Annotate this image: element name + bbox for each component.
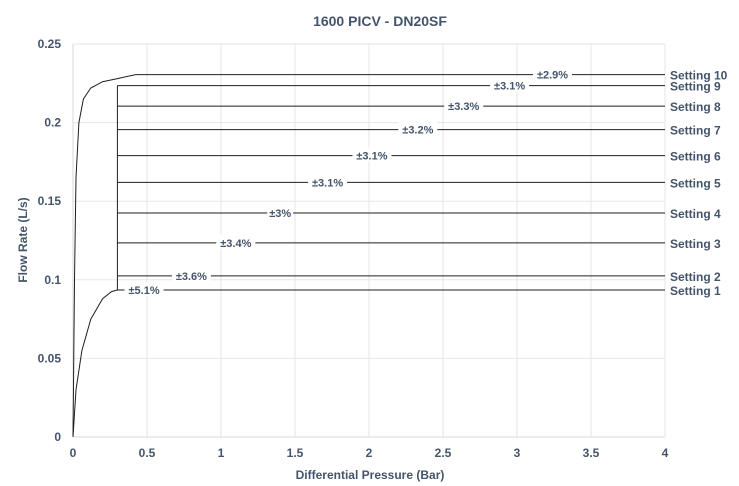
tolerance-label: ±3.1% bbox=[356, 151, 387, 163]
tolerance-label: ±3.6% bbox=[176, 271, 207, 283]
x-tick-label: 4 bbox=[662, 446, 669, 460]
y-axis-title: Flow Rate (L/s) bbox=[16, 197, 30, 282]
series-label: Setting 10 bbox=[670, 69, 728, 83]
series-label: Setting 8 bbox=[670, 100, 721, 114]
max-flow-curve bbox=[72, 74, 136, 438]
x-tick-label: 3 bbox=[514, 446, 521, 460]
x-tick-label: 1 bbox=[218, 446, 225, 460]
tolerance-label-bg bbox=[171, 267, 211, 282]
y-tick-label: 0.1 bbox=[44, 273, 61, 287]
series-label: Setting 2 bbox=[670, 270, 721, 284]
tolerance-label-bg bbox=[352, 147, 392, 162]
tolerance-label: ±3.1% bbox=[312, 177, 343, 189]
tolerance-label-bg bbox=[124, 282, 164, 297]
series-label: Setting 5 bbox=[670, 176, 721, 190]
y-tick-label: 0.2 bbox=[44, 116, 61, 130]
min-flow-curve bbox=[72, 289, 118, 438]
x-tick-label: 2 bbox=[366, 446, 373, 460]
series-label: Setting 3 bbox=[670, 237, 721, 251]
tolerance-label-bg bbox=[267, 204, 294, 219]
tolerance-label: ±3.4% bbox=[220, 238, 251, 250]
tolerance-label-bg bbox=[490, 77, 530, 92]
tolerance-label-bg bbox=[216, 234, 256, 249]
label-layer: ±5.1% Setting 1 ±3.6% Setting 2 ±3.4% Setting… bbox=[124, 66, 728, 298]
series-label: Setting 4 bbox=[670, 207, 721, 221]
line-layer bbox=[72, 74, 665, 438]
chart-title: 1600 PICV - DN20SF bbox=[313, 13, 447, 29]
series-label: Setting 6 bbox=[670, 150, 721, 164]
y-tick-label: 0 bbox=[54, 430, 61, 444]
tolerance-label: ±5.1% bbox=[128, 285, 159, 297]
x-tick-label: 3.5 bbox=[583, 446, 600, 460]
y-tick-label: 0.15 bbox=[38, 194, 62, 208]
tolerance-label: ±3.2% bbox=[402, 125, 433, 137]
x-tick-label: 0.5 bbox=[139, 446, 156, 460]
tolerance-label-bg bbox=[533, 66, 573, 81]
tolerance-label: ±3.1% bbox=[494, 81, 525, 93]
tolerance-label: ±2.9% bbox=[537, 70, 568, 82]
grid-layer bbox=[73, 43, 666, 437]
tolerance-label: ±3% bbox=[269, 208, 291, 220]
y-tick-label: 0.05 bbox=[38, 351, 62, 365]
x-tick-label: 1.5 bbox=[287, 446, 304, 460]
series-label: Setting 9 bbox=[670, 80, 721, 94]
x-tick-label: 2.5 bbox=[435, 446, 452, 460]
tolerance-label-bg bbox=[444, 98, 484, 113]
y-tick-label: 0.25 bbox=[38, 37, 62, 51]
axis-layer: 0 0.5 1 1.5 2 2.5 3 3.5 4 0 0.05 0.1 0.15 0.2 0.25 bbox=[38, 37, 669, 460]
series-label: Setting 7 bbox=[670, 124, 721, 138]
tolerance-label-bg bbox=[398, 121, 438, 136]
series-label: Setting 1 bbox=[670, 284, 721, 298]
x-tick-label: 0 bbox=[70, 446, 77, 460]
tolerance-label-bg bbox=[308, 174, 348, 189]
tolerance-label: ±3.3% bbox=[448, 101, 479, 113]
x-axis-title: Differential Pressure (Bar) bbox=[296, 468, 445, 482]
